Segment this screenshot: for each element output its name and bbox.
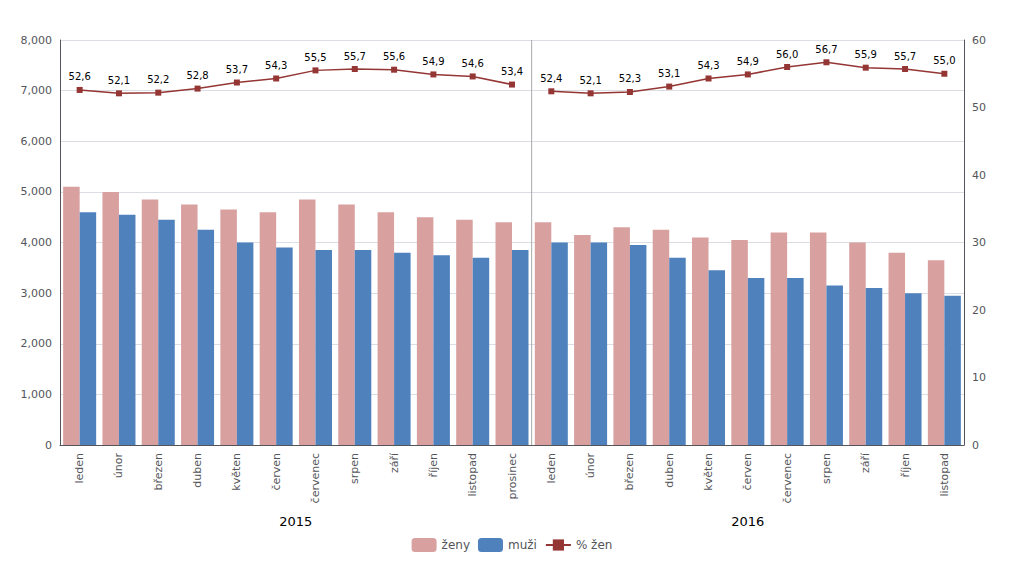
- svg-text:55,6: 55,6: [383, 51, 405, 62]
- svg-text:červenec: červenec: [781, 453, 794, 503]
- svg-text:30: 30: [972, 236, 986, 249]
- svg-text:7,000: 7,000: [21, 84, 53, 97]
- svg-text:5,000: 5,000: [21, 185, 53, 198]
- svg-text:52,4: 52,4: [540, 73, 562, 84]
- svg-text:55,7: 55,7: [894, 51, 916, 62]
- svg-text:říjen: říjen: [899, 453, 912, 477]
- svg-text:březen: březen: [623, 453, 636, 491]
- svg-text:muži: muži: [508, 538, 537, 552]
- svg-text:2016: 2016: [731, 514, 764, 529]
- svg-text:54,6: 54,6: [462, 58, 484, 69]
- svg-text:duben: duben: [191, 453, 204, 488]
- svg-text:52,1: 52,1: [579, 75, 601, 86]
- svg-text:56,7: 56,7: [815, 44, 837, 55]
- svg-text:červenec: červenec: [309, 453, 322, 503]
- svg-text:54,3: 54,3: [697, 60, 719, 71]
- svg-text:60: 60: [972, 34, 986, 47]
- svg-text:2,000: 2,000: [21, 337, 53, 350]
- svg-text:únor: únor: [584, 453, 597, 479]
- svg-text:říjen: říjen: [427, 453, 440, 477]
- svg-text:20: 20: [972, 304, 986, 317]
- svg-text:květen: květen: [702, 453, 715, 491]
- svg-text:září: září: [859, 452, 872, 473]
- svg-text:10: 10: [972, 371, 986, 384]
- svg-text:květen: květen: [230, 453, 243, 491]
- svg-text:únor: únor: [112, 453, 125, 479]
- svg-text:0: 0: [972, 439, 979, 452]
- svg-text:52,3: 52,3: [619, 73, 641, 84]
- svg-text:srpen: srpen: [348, 453, 361, 484]
- svg-text:srpen: srpen: [820, 453, 833, 484]
- svg-text:duben: duben: [663, 453, 676, 488]
- svg-text:6,000: 6,000: [21, 135, 53, 148]
- svg-text:4,000: 4,000: [21, 236, 53, 249]
- svg-text:55,9: 55,9: [855, 49, 877, 60]
- svg-text:54,3: 54,3: [265, 60, 287, 71]
- svg-text:leden: leden: [73, 453, 86, 484]
- svg-text:53,1: 53,1: [658, 68, 680, 79]
- svg-text:53,4: 53,4: [501, 66, 523, 77]
- svg-text:55,5: 55,5: [304, 52, 326, 63]
- svg-text:prosinec: prosinec: [506, 453, 519, 500]
- svg-text:% žen: % žen: [576, 538, 613, 552]
- svg-text:3,000: 3,000: [21, 287, 53, 300]
- svg-text:55,0: 55,0: [933, 55, 955, 66]
- svg-text:53,7: 53,7: [226, 64, 248, 75]
- svg-text:52,6: 52,6: [69, 71, 91, 82]
- svg-text:56,0: 56,0: [776, 49, 798, 60]
- svg-text:50: 50: [972, 101, 986, 114]
- svg-text:54,9: 54,9: [422, 56, 444, 67]
- svg-text:leden: leden: [545, 453, 558, 484]
- svg-text:listopad: listopad: [938, 453, 951, 497]
- svg-text:září: září: [388, 452, 401, 473]
- svg-text:54,9: 54,9: [737, 56, 759, 67]
- svg-text:březen: březen: [152, 453, 165, 491]
- svg-text:ženy: ženy: [442, 538, 470, 552]
- svg-text:listopad: listopad: [466, 453, 479, 497]
- svg-text:52,2: 52,2: [147, 74, 169, 85]
- svg-text:0: 0: [45, 439, 52, 452]
- svg-text:40: 40: [972, 169, 986, 182]
- svg-text:červen: červen: [741, 453, 754, 491]
- svg-text:1,000: 1,000: [21, 388, 53, 401]
- svg-text:8,000: 8,000: [21, 34, 53, 47]
- svg-text:55,7: 55,7: [344, 51, 366, 62]
- svg-text:2015: 2015: [279, 514, 312, 529]
- svg-text:52,8: 52,8: [186, 70, 208, 81]
- svg-text:52,1: 52,1: [108, 75, 130, 86]
- svg-text:červen: červen: [270, 453, 283, 491]
